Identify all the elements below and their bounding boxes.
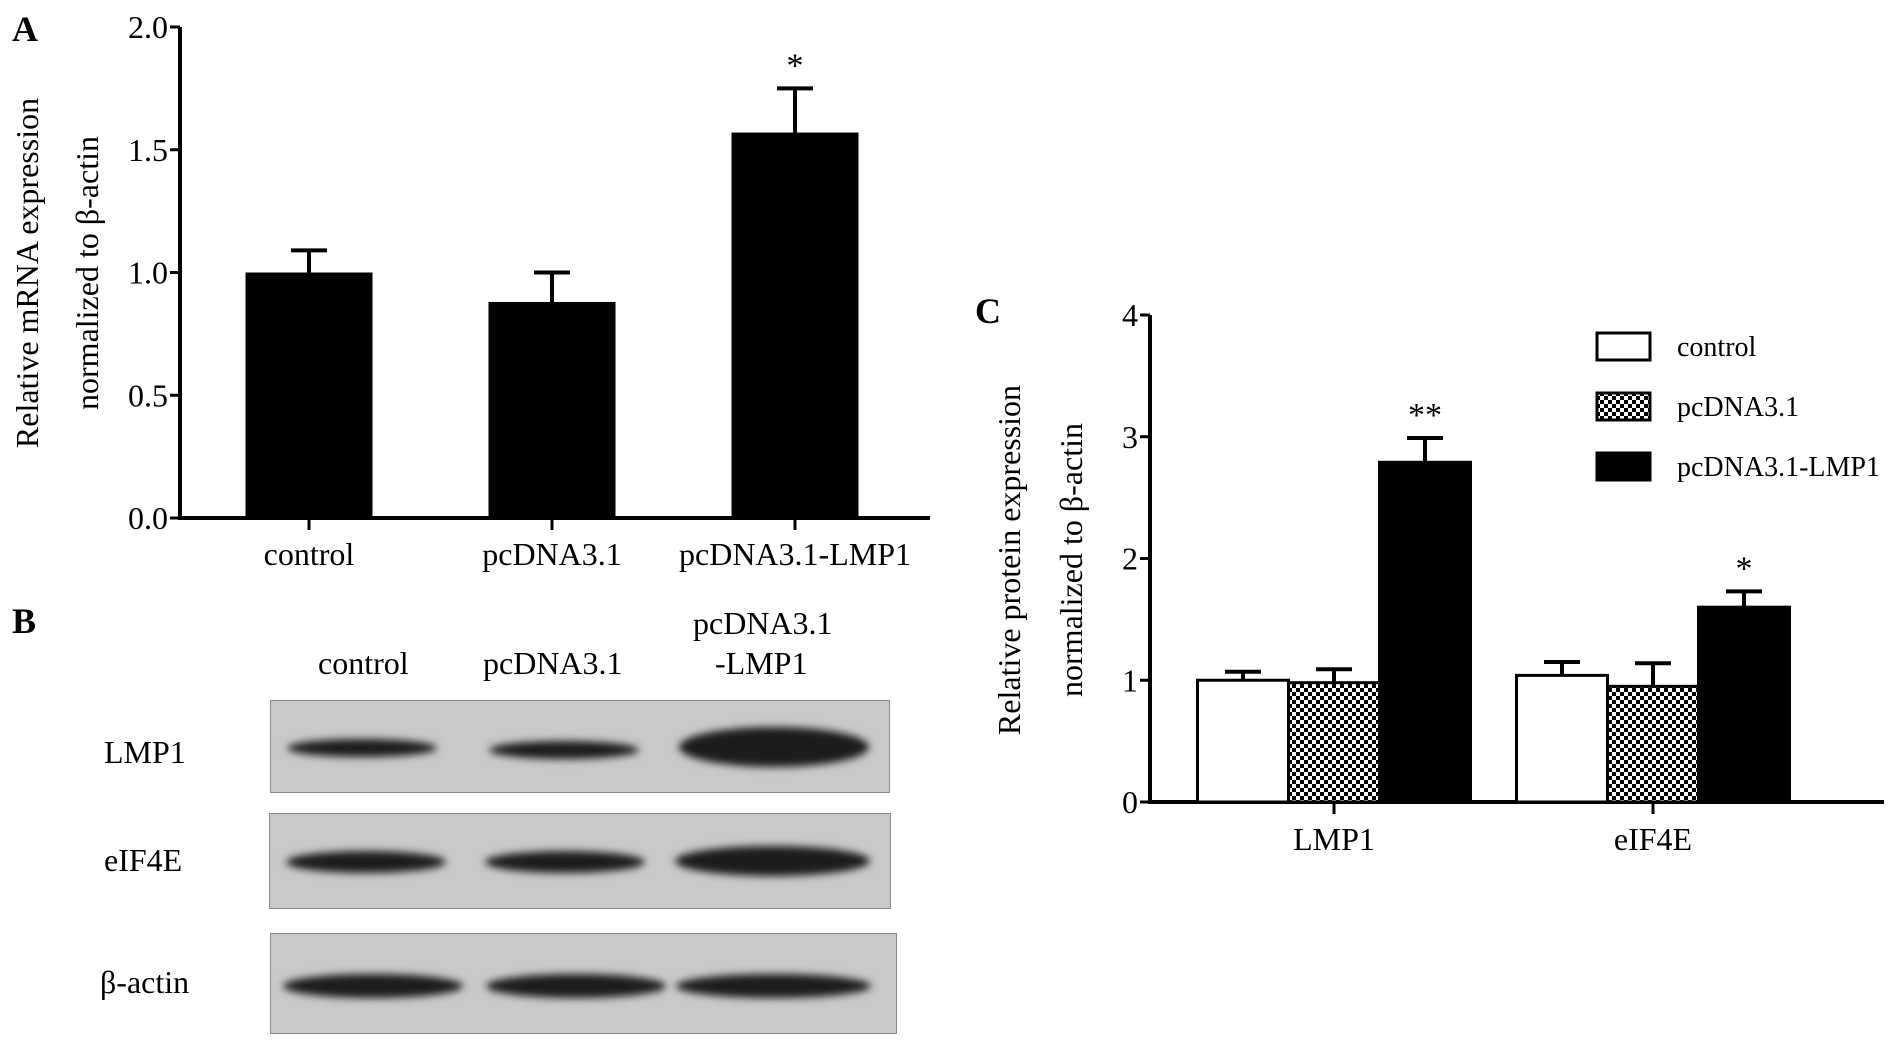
legend-swatch (1595, 451, 1652, 482)
panel-label-a: A (12, 9, 38, 49)
band (675, 846, 870, 876)
chart-c-ylabel-line1: Relative protein expression (991, 385, 1027, 735)
y-tick-label: 1.0 (128, 255, 168, 291)
bar-control (245, 272, 373, 518)
blot-row-beta-actin: β-actin (100, 964, 190, 1000)
band (287, 739, 437, 757)
x-tick-label: pcDNA3.1 (482, 536, 622, 572)
bar-LMP1-control (1196, 678, 1290, 804)
blot-row-eif4e: eIF4E (104, 842, 183, 878)
band (679, 727, 869, 767)
band (676, 974, 871, 998)
panel-label-c: C (975, 291, 1001, 331)
bar-pcDNA3.1 (488, 301, 616, 518)
blot-col-pcdna: pcDNA3.1 (483, 645, 623, 681)
bar-pcDNA3.1-LMP1 (731, 132, 859, 518)
y-tick-label: 3 (1122, 419, 1138, 455)
y-tick-label: 2.0 (128, 9, 168, 45)
x-tick-label: pcDNA3.1-LMP1 (679, 536, 911, 572)
blot-col-lmp1-line1: pcDNA3.1 (693, 605, 833, 641)
x-tick-label: eIF4E (1614, 821, 1692, 857)
y-tick-label: 0 (1122, 784, 1138, 820)
bar-LMP1-pcDNA3.1-LMP1 (1378, 460, 1472, 804)
band (485, 851, 645, 873)
blot-lmp1 (270, 700, 890, 793)
chart-a-ylabel-line1: Relative mRNA expression (9, 98, 45, 448)
y-tick-label: 0.0 (128, 500, 168, 536)
y-tick-label: 4 (1122, 297, 1138, 333)
bar-eIF4E-control (1515, 673, 1609, 804)
chart-c-ylabel-line2: normalized to β-actin (1053, 423, 1089, 697)
y-tick-label: 0.5 (128, 377, 168, 413)
bar-eIF4E-pcDNA3.1 (1606, 684, 1700, 804)
significance-marker: ** (1408, 397, 1442, 434)
y-tick-label: 2 (1122, 541, 1138, 577)
x-tick-label: LMP1 (1293, 821, 1375, 857)
y-tick-label: 1 (1122, 662, 1138, 698)
x-tick-label: control (264, 536, 355, 572)
band (283, 974, 463, 998)
chart-a-ylabel-line2: normalized to β-actin (69, 136, 105, 410)
significance-marker: * (787, 47, 804, 84)
legend-label: pcDNA3.1 (1677, 392, 1799, 423)
band (286, 851, 446, 873)
legend-label: pcDNA3.1-LMP1 (1677, 452, 1880, 483)
bar-LMP1-pcDNA3.1 (1287, 681, 1381, 804)
legend-swatch (1595, 391, 1652, 422)
blot-eif4e (269, 813, 891, 909)
panel-label-b: B (12, 601, 37, 641)
y-tick-label: 1.5 (128, 132, 168, 168)
blot-beta-actin (270, 933, 897, 1034)
blot-col-control: control (318, 645, 409, 681)
blot-col-lmp1-line2: -LMP1 (715, 645, 808, 681)
bar-eIF4E-pcDNA3.1-LMP1 (1697, 605, 1791, 804)
legend-swatch (1595, 331, 1652, 362)
legend-label: control (1677, 332, 1757, 363)
significance-marker: * (1736, 550, 1753, 587)
band (486, 974, 666, 998)
blot-row-lmp1: LMP1 (104, 734, 186, 770)
band (489, 741, 639, 759)
